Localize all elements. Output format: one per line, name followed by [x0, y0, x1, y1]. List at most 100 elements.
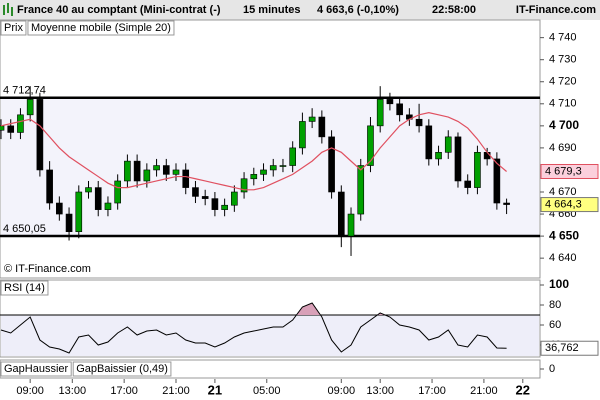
candle-body [435, 152, 442, 160]
legend-entry: Moyenne mobile (Simple 20) [31, 22, 171, 34]
app-icon [3, 3, 13, 16]
y-tick-label: 4 700 [549, 118, 579, 132]
y-tick-label: 4 740 [549, 32, 577, 44]
value-badge [540, 163, 599, 179]
candle-body [444, 136, 452, 153]
candle-body [75, 191, 83, 232]
candle-body [104, 202, 112, 210]
candle-body [46, 169, 53, 204]
legend-entry-box [0, 361, 72, 377]
y-tick-label: 4 670 [549, 186, 577, 198]
interval: 15 minutes [243, 4, 300, 16]
candle-body [454, 136, 462, 182]
x-tick-label: 17:00 [418, 385, 446, 397]
candle-body [483, 152, 491, 160]
candle-body [221, 204, 228, 210]
x-tick-label: 09:00 [16, 385, 44, 397]
candle-body [493, 158, 501, 204]
candle-body [201, 196, 209, 199]
x-tick-label: 13:00 [366, 385, 394, 397]
legend-entry-box [27, 20, 175, 36]
candle-body [328, 136, 335, 193]
candle-body [162, 165, 170, 175]
candle-body [172, 169, 180, 175]
candle-body [376, 99, 384, 127]
x-tick-label: 22 [516, 382, 530, 397]
x-tick-label: 05:00 [253, 385, 281, 397]
last-price: 4 663,6 (-0,10%) [317, 4, 399, 16]
value-badge [540, 340, 599, 356]
candle-body [143, 169, 151, 182]
candle-body [0, 125, 5, 131]
candle-body [260, 169, 267, 175]
legend-entry: GapBaissier (0,49) [76, 363, 168, 375]
legend-entry: RSI (14) [4, 282, 45, 294]
candle-body [386, 99, 394, 105]
moving-average-line [0, 111, 507, 191]
y-tick-label: 4 710 [549, 98, 577, 110]
candle-body [7, 125, 15, 133]
x-tick-label: 13:00 [59, 385, 87, 397]
y-tick-label: 4 650 [549, 228, 579, 242]
candle-body [425, 125, 433, 160]
candle-body [250, 174, 258, 180]
candle-body [347, 213, 355, 237]
rsi-line [0, 302, 507, 354]
legend-entry: GapHaussier [4, 363, 69, 375]
x-tick-label: 21:00 [470, 385, 498, 397]
candle-body [308, 116, 316, 122]
value-badge-label: 4 679,3 [545, 165, 582, 177]
legend-entry-box [0, 280, 49, 296]
legend-entry-box [72, 361, 172, 377]
candle-body [17, 114, 24, 133]
candle-body [36, 99, 44, 171]
candle-body [357, 165, 365, 215]
candle-body [231, 191, 238, 206]
y-tick-label: 4 640 [549, 252, 577, 264]
y-tick-label: 60 [549, 319, 561, 331]
candle-body [94, 187, 102, 210]
value-badge-label: 36,762 [545, 342, 579, 354]
y-tick-label: 0 [549, 363, 555, 375]
candle-body [153, 165, 160, 171]
candle-body [192, 187, 199, 197]
x-tick-label: 17:00 [110, 385, 138, 397]
legend-entry-box [0, 20, 27, 36]
candle-body [211, 198, 219, 210]
watermark: © IT-Finance.com [4, 263, 91, 275]
candle-body [133, 160, 141, 182]
candle-body [415, 118, 423, 127]
candle-body [474, 152, 481, 188]
plot-area: 4 712,74 4 650,05 [0, 85, 540, 256]
candle-body [65, 213, 73, 232]
y-tick-label: 4 690 [549, 142, 577, 154]
header: France 40 au comptant (Mini-contrat (-) … [0, 0, 600, 20]
candle-body [124, 160, 131, 182]
candle-body [182, 169, 190, 188]
value-badge [540, 197, 599, 213]
legend-entry: Prix [4, 22, 23, 34]
candle-body [503, 202, 510, 205]
instrument: France 40 au comptant (Mini-contrat (-) [17, 4, 221, 16]
y-tick-label: 4 720 [549, 76, 577, 88]
candle-body [337, 191, 345, 237]
y-tick-label: 80 [549, 299, 561, 311]
candle-body [367, 125, 374, 166]
y-tick-label: 100 [549, 277, 569, 291]
candle-body [464, 180, 472, 188]
candle-body [85, 187, 92, 193]
y-tick-label: 4 730 [549, 54, 577, 66]
candle-body [114, 180, 121, 204]
candle-body [26, 99, 34, 116]
time: 22:58:00 [432, 4, 476, 16]
candle-body [318, 116, 326, 138]
header-bar [0, 0, 600, 20]
value-badge-label: 4 664,3 [545, 198, 582, 210]
rsi-band [1, 315, 539, 356]
candle-body [269, 165, 277, 171]
candle-body [240, 178, 248, 193]
candle-body [299, 121, 306, 149]
level-label: 4 650,05 [3, 223, 46, 235]
source: IT-Finance.com [516, 4, 596, 16]
